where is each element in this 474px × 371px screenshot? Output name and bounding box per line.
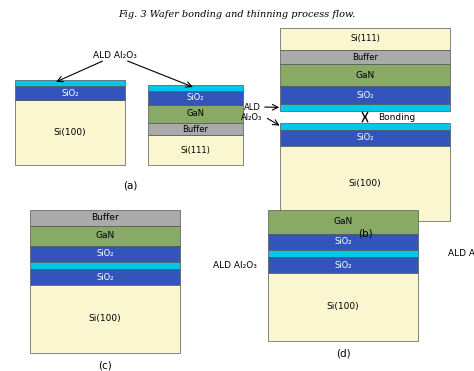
Bar [148,135,243,165]
Text: (d): (d) [336,349,350,359]
Text: (b): (b) [358,229,372,239]
Text: Buffer: Buffer [352,53,378,62]
Bar [280,123,450,130]
Text: SiO₂: SiO₂ [96,250,114,259]
Bar [268,250,418,257]
Bar [148,123,243,135]
Text: SiO₂: SiO₂ [61,89,79,98]
Bar [148,85,243,91]
Bar [15,100,125,165]
Text: ALD Al₂O₃: ALD Al₂O₃ [448,249,474,258]
Text: SiO₂: SiO₂ [334,237,352,246]
Text: SiO₂: SiO₂ [334,260,352,269]
Text: GaN: GaN [333,217,353,227]
Text: GaN: GaN [356,70,374,79]
Bar [280,130,450,146]
Text: SiO₂: SiO₂ [356,134,374,142]
Bar [30,269,180,285]
Text: (c): (c) [98,361,112,371]
Text: Si(100): Si(100) [54,128,86,137]
Text: (a): (a) [123,180,137,190]
Text: SiO₂: SiO₂ [356,91,374,99]
Bar [280,86,450,104]
Text: ALD Al₂O₃: ALD Al₂O₃ [213,261,257,270]
Text: Buffer: Buffer [91,213,119,223]
Text: ALD: ALD [244,104,260,112]
Bar [30,226,180,246]
Bar [268,257,418,273]
Text: Si(100): Si(100) [89,315,121,324]
Bar [280,146,450,221]
Bar [15,86,125,100]
Text: Si(111): Si(111) [181,145,210,154]
Bar [268,210,418,234]
Text: Fig. 3 Wafer bonding and thinning process flow.: Fig. 3 Wafer bonding and thinning proces… [118,10,356,19]
Bar [30,285,180,353]
Bar [30,210,180,226]
Bar [268,234,418,250]
Bar [280,28,450,50]
Text: Al₂O₃: Al₂O₃ [241,112,263,121]
Text: SiO₂: SiO₂ [96,273,114,282]
Text: Bonding: Bonding [379,112,416,121]
Text: Si(100): Si(100) [349,179,381,188]
Bar [280,50,450,64]
Text: Si(100): Si(100) [327,302,359,312]
Bar [30,262,180,269]
Text: ALD Al₂O₃: ALD Al₂O₃ [93,50,137,59]
Text: Si(111): Si(111) [350,35,380,43]
Text: Buffer: Buffer [182,125,209,134]
Bar [280,104,450,111]
Text: GaN: GaN [95,232,115,240]
Text: SiO₂: SiO₂ [187,93,204,102]
Text: GaN: GaN [186,109,204,118]
Bar [280,64,450,86]
Bar [30,246,180,262]
Bar [268,273,418,341]
Bar [15,80,125,86]
Bar [148,91,243,105]
Bar [148,105,243,123]
